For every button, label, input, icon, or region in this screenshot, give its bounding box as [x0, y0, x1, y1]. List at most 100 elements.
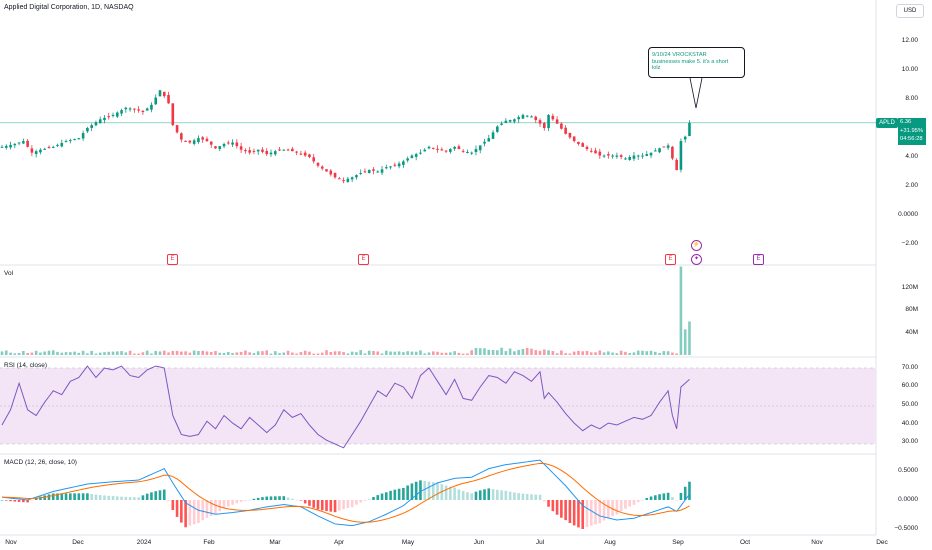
candle-body	[457, 146, 461, 150]
volume-bar	[615, 353, 619, 355]
volume-bar	[244, 350, 247, 355]
macd-histogram-bar	[355, 500, 358, 505]
candle-body	[175, 125, 179, 133]
ticker-tag: APLD	[876, 118, 898, 128]
macd-histogram-bar	[671, 497, 674, 500]
candle-body	[51, 146, 55, 148]
volume-bar	[598, 350, 602, 355]
earnings-marker[interactable]: E	[358, 254, 369, 265]
volume-bar	[367, 350, 371, 355]
candle-body	[205, 138, 209, 142]
macd-histogram-bar	[158, 490, 162, 500]
candle-body	[171, 103, 175, 126]
macd-histogram-bar	[103, 495, 106, 500]
macd-histogram-bar	[346, 500, 350, 509]
x-tick: Nov	[811, 539, 823, 546]
candle-body	[397, 163, 401, 167]
macd-histogram-bar	[521, 493, 525, 500]
macd-histogram-bar	[568, 500, 572, 524]
volume-bar	[457, 352, 461, 355]
price-tick: 0.0000	[898, 211, 918, 218]
candle-body	[449, 149, 452, 152]
candle-body	[17, 142, 21, 144]
candle-body	[39, 149, 42, 153]
macd-histogram-bar	[244, 500, 247, 501]
macd-histogram-bar	[81, 493, 85, 500]
volume-bar	[636, 350, 640, 355]
candle-body	[542, 123, 546, 128]
candle-body	[22, 141, 25, 144]
macd-histogram-bar	[120, 496, 123, 500]
volume-bar	[560, 350, 563, 355]
candle-body	[308, 154, 311, 157]
candle-body	[56, 144, 59, 146]
candle-body	[427, 146, 431, 149]
sparkle-icon[interactable]: ✦	[691, 254, 702, 265]
macd-histogram-bar	[98, 495, 102, 500]
candle-body	[162, 91, 166, 97]
earnings-marker[interactable]: E	[665, 254, 676, 265]
volume-bar	[483, 348, 486, 355]
candle-body	[504, 120, 508, 123]
candle-body	[342, 180, 345, 182]
candle-body	[30, 148, 34, 153]
candle-body	[645, 154, 649, 156]
lightning-icon[interactable]: ⚡	[691, 240, 702, 251]
candle-body	[470, 152, 473, 154]
candle-body	[145, 108, 149, 111]
volume-bar	[150, 353, 153, 355]
x-tick: Apr	[333, 539, 345, 546]
macd-histogram-bar	[303, 500, 307, 504]
volume-bar	[568, 353, 572, 355]
macd-histogram-bar	[423, 481, 427, 500]
macd-histogram-bar	[239, 500, 243, 502]
candle-body	[414, 154, 418, 157]
volume-bar	[180, 351, 183, 355]
volume-bar	[525, 347, 529, 355]
candle-body	[218, 146, 222, 150]
currency-selector[interactable]: USD	[896, 4, 924, 18]
macd-histogram-bar	[175, 500, 179, 517]
volume-bar	[107, 351, 111, 355]
x-tick: Jul	[535, 539, 545, 546]
candle-body	[248, 150, 251, 153]
volume-tick: 40M	[905, 329, 918, 336]
macd-histogram-bar	[188, 500, 192, 526]
candle-body	[278, 149, 281, 151]
volume-bar	[133, 353, 136, 355]
volume-bar	[444, 352, 448, 355]
candle-body	[346, 178, 350, 182]
volume-bar	[461, 353, 465, 355]
candle-body	[624, 158, 627, 160]
volume-bar	[81, 350, 85, 355]
bar-countdown: 04:56:28	[900, 136, 923, 142]
callout-line: lolz	[652, 65, 661, 72]
x-tick: 2024	[136, 539, 152, 546]
volume-bar	[359, 350, 362, 355]
candle-body	[615, 155, 619, 157]
macd-histogram-bar	[461, 490, 465, 500]
candle-body	[547, 114, 550, 129]
candle-body	[491, 132, 495, 139]
candle-body	[320, 166, 324, 169]
macd-histogram-bar	[688, 481, 691, 500]
macd-histogram-bar	[517, 493, 520, 500]
earnings-marker[interactable]: E	[167, 254, 178, 265]
volume-bar	[124, 352, 128, 355]
macd-histogram-bar	[90, 494, 93, 500]
macd-histogram-bar	[22, 500, 25, 503]
candle-body	[269, 152, 273, 155]
volume-bar	[683, 329, 687, 355]
macd-histogram-bar	[367, 499, 371, 500]
macd-histogram-bar	[214, 500, 217, 515]
volume-bar	[158, 351, 162, 355]
idea-callout[interactable]: 9/10/24 VROCKSTAR businesses make 5. it'…	[648, 47, 745, 78]
macd-histogram-bar	[679, 492, 683, 500]
candle-body	[671, 146, 674, 159]
earnings-marker-upcoming[interactable]: E	[753, 254, 764, 265]
candle-body	[261, 149, 264, 152]
macd-histogram-bar	[534, 494, 538, 500]
volume-bar	[649, 350, 653, 355]
macd-histogram-bar	[17, 500, 21, 502]
